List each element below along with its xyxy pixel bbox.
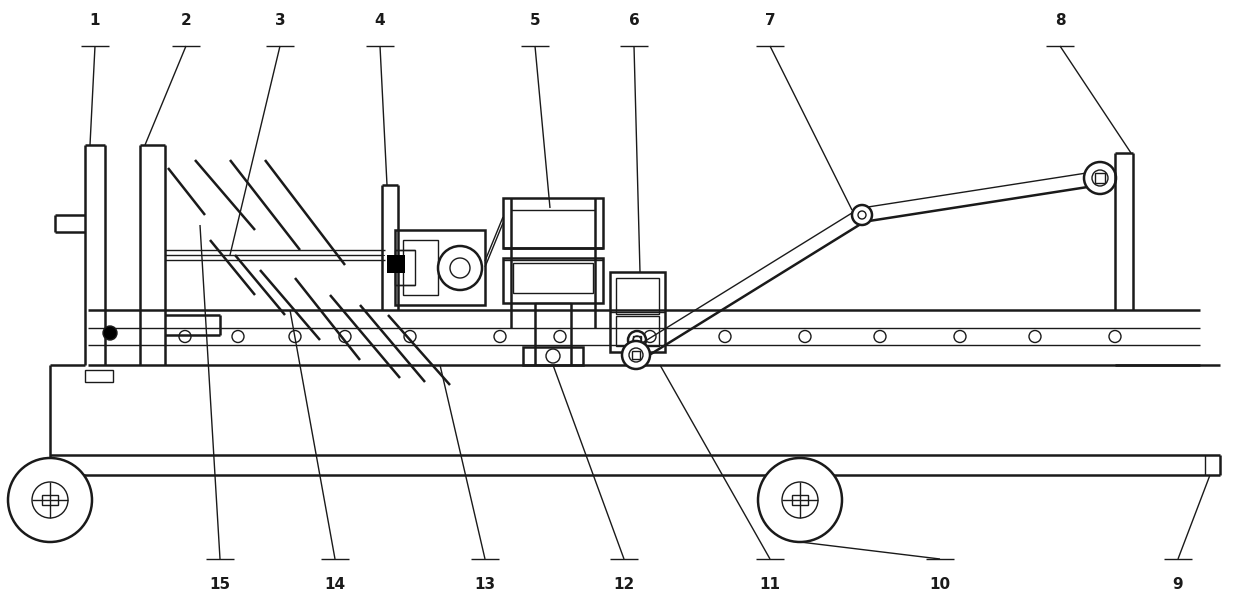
Bar — [387, 255, 405, 273]
Bar — [403, 240, 438, 295]
Bar — [616, 316, 658, 346]
Text: 7: 7 — [765, 13, 775, 28]
Circle shape — [622, 341, 650, 369]
Text: 11: 11 — [759, 577, 780, 592]
Text: 10: 10 — [930, 577, 951, 592]
Bar — [792, 495, 808, 505]
Bar — [42, 495, 58, 505]
Bar — [632, 351, 640, 359]
Bar — [632, 336, 641, 344]
Text: 6: 6 — [629, 13, 640, 28]
Circle shape — [450, 258, 470, 278]
Bar — [523, 347, 583, 365]
Bar — [503, 258, 603, 303]
Text: 8: 8 — [1055, 13, 1065, 28]
Circle shape — [629, 348, 644, 362]
Circle shape — [438, 246, 482, 290]
Circle shape — [627, 331, 646, 349]
Bar — [503, 198, 603, 248]
Bar — [513, 263, 593, 293]
Bar — [1095, 173, 1105, 183]
Bar — [396, 230, 485, 305]
Text: 5: 5 — [529, 13, 541, 28]
Circle shape — [7, 458, 92, 542]
Bar — [610, 272, 665, 352]
Bar — [616, 278, 658, 314]
Text: 15: 15 — [210, 577, 231, 592]
Text: 3: 3 — [275, 13, 285, 28]
Text: 1: 1 — [89, 13, 100, 28]
Circle shape — [1084, 162, 1116, 194]
Circle shape — [852, 205, 872, 225]
Circle shape — [758, 458, 842, 542]
Circle shape — [32, 482, 68, 518]
Text: 14: 14 — [325, 577, 346, 592]
Bar — [86, 370, 113, 382]
Text: 2: 2 — [181, 13, 191, 28]
Circle shape — [546, 349, 560, 363]
Text: 4: 4 — [374, 13, 386, 28]
Circle shape — [1092, 170, 1109, 186]
Circle shape — [103, 326, 117, 340]
Bar — [396, 250, 415, 285]
Text: 13: 13 — [475, 577, 496, 592]
Circle shape — [782, 482, 818, 518]
Text: 12: 12 — [614, 577, 635, 592]
Text: 9: 9 — [1173, 577, 1183, 592]
